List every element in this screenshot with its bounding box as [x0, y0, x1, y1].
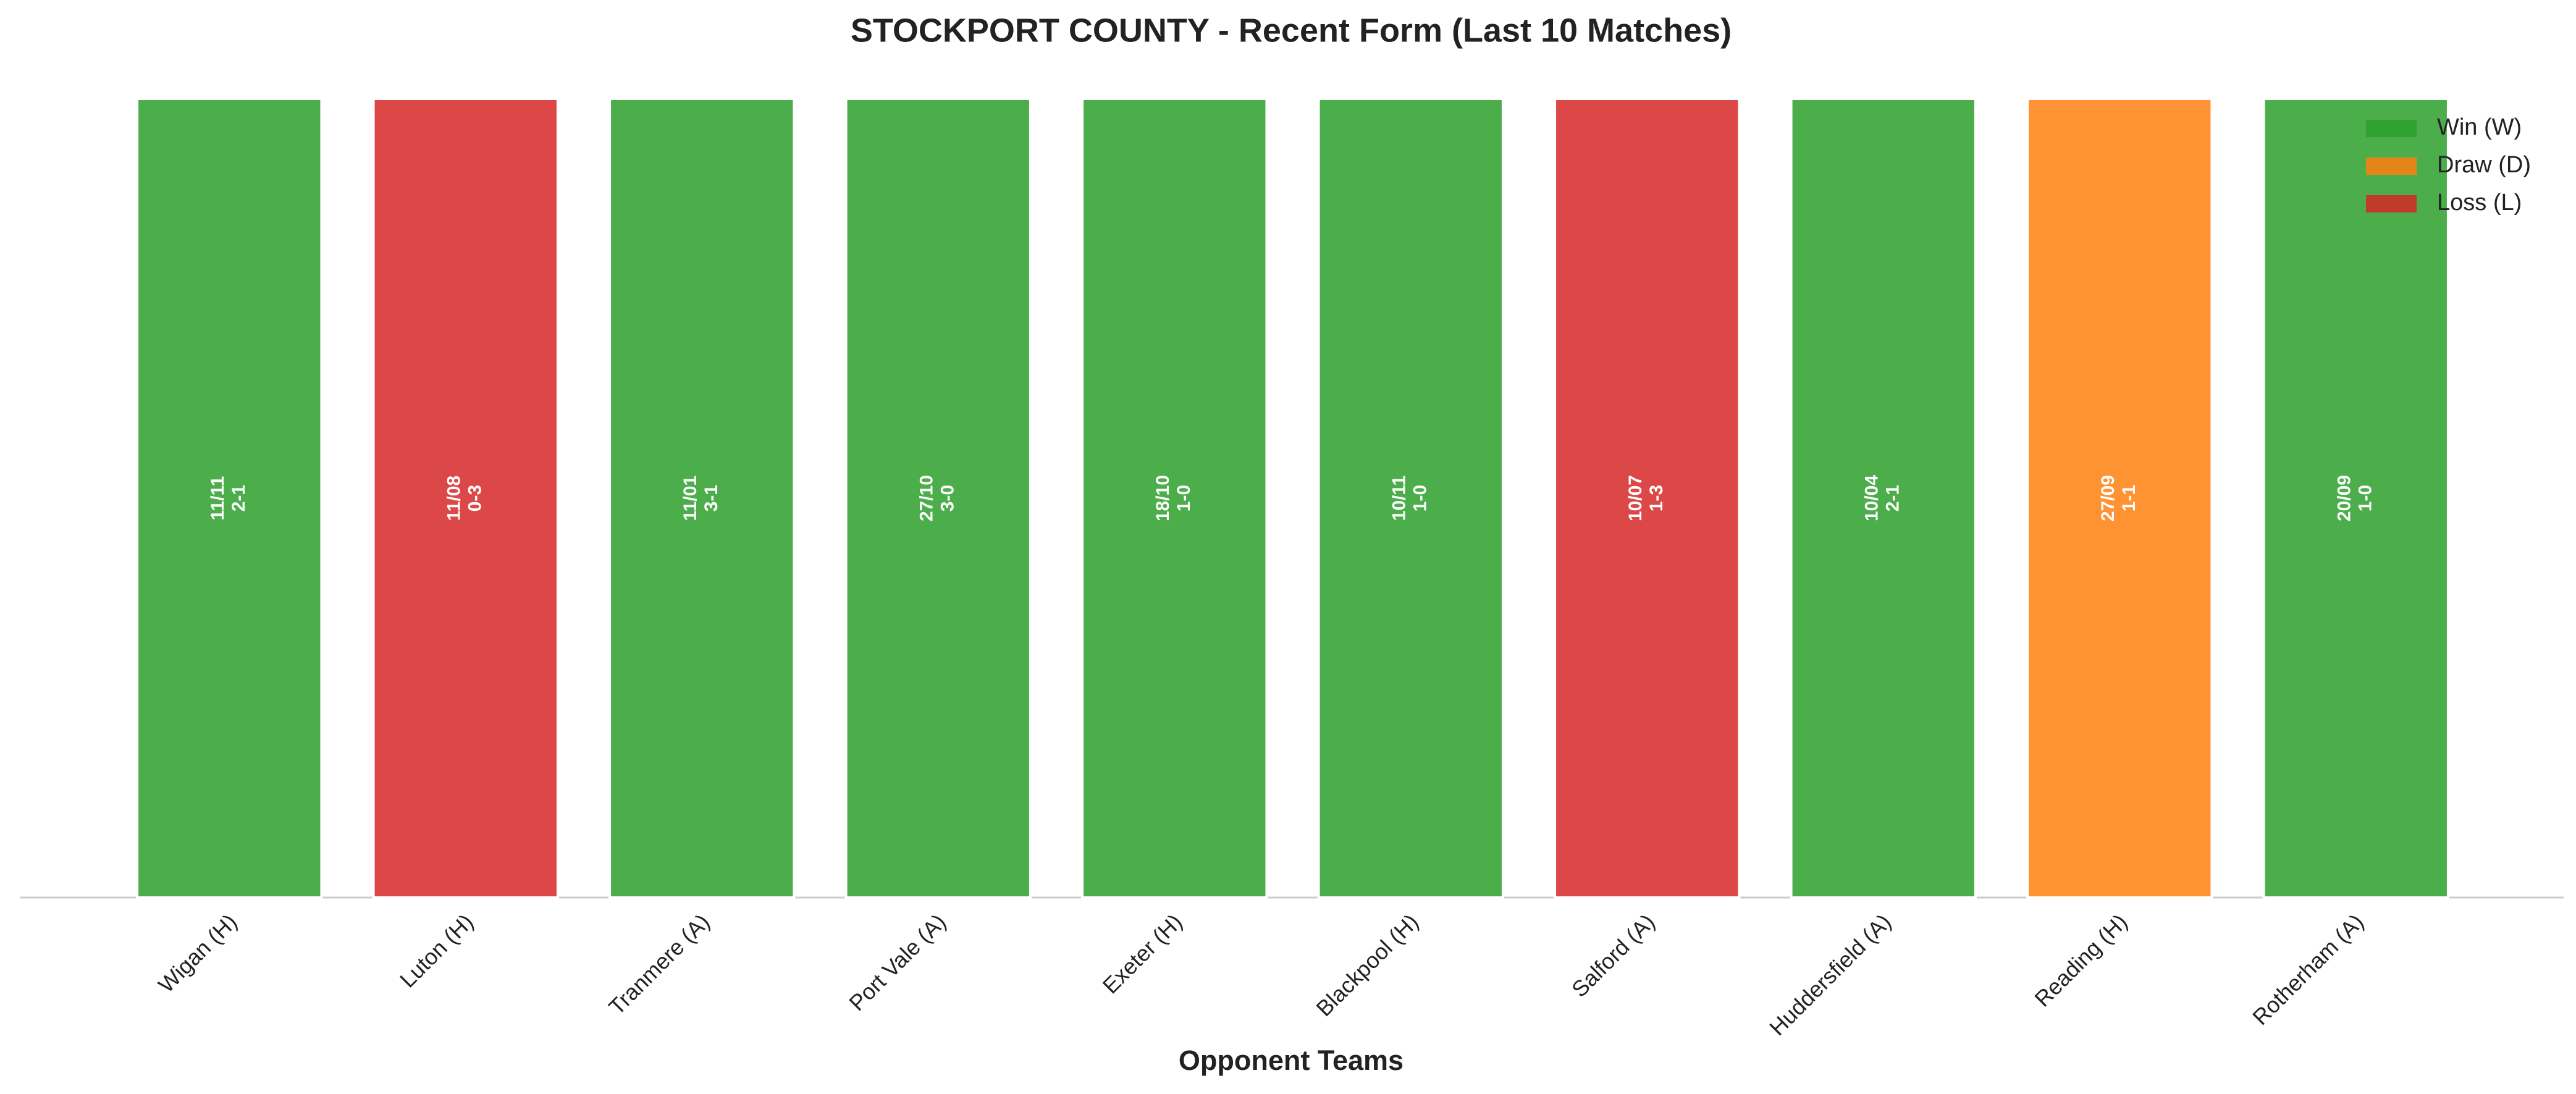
x-tick-label: Exeter (H) [1098, 909, 1187, 998]
value-label: 1-0 [1410, 485, 1431, 511]
value-label: 2-1 [1883, 485, 1903, 511]
x-tick-label: Rotherham (A) [2247, 909, 2368, 1030]
bar [2262, 98, 2449, 899]
legend-label: Draw (D) [2437, 152, 2531, 178]
value-label: 10/04 [1862, 475, 1882, 521]
bar [608, 98, 796, 899]
value-label: 27/09 [2098, 475, 2118, 521]
bar [1081, 98, 1268, 899]
legend-swatch [2366, 158, 2417, 175]
x-tick-label: Port Vale (A) [844, 909, 951, 1016]
value-label: 1-3 [1646, 485, 1667, 511]
value-label: 27/10 [917, 475, 937, 521]
value-label: 2-1 [229, 485, 249, 511]
legend-swatch [2366, 120, 2417, 137]
chart-title: STOCKPORT COUNTY - Recent Form (Last 10 … [851, 12, 1732, 49]
value-label: 3-1 [701, 485, 722, 511]
value-label: 3-0 [938, 485, 958, 511]
value-label: 1-1 [2119, 485, 2139, 511]
bar [844, 98, 1032, 899]
x-tick-label: Luton (H) [395, 909, 478, 992]
bar [1790, 98, 1977, 899]
value-label: 11/11 [208, 476, 228, 521]
value-label: 20/09 [2334, 475, 2355, 521]
x-tick-label: Huddersfield (A) [1764, 909, 1896, 1040]
legend-label: Loss (L) [2437, 190, 2522, 216]
bar [1554, 98, 1741, 899]
value-label: 10/11 [1389, 476, 1410, 521]
value-label: 18/10 [1153, 475, 1173, 521]
x-tick-label: Wigan (H) [153, 909, 242, 998]
value-label: 1-0 [2355, 485, 2376, 511]
legend-label: Win (W) [2437, 114, 2522, 140]
x-tick-label: Tranmere (A) [604, 909, 714, 1019]
x-axis-label: Opponent Teams [1179, 1045, 1404, 1076]
value-label: 11/01 [680, 476, 701, 521]
x-tick-label: Reading (H) [2029, 909, 2132, 1011]
bar [2026, 98, 2213, 899]
bar [136, 98, 323, 899]
x-tick-label: Salford (A) [1567, 909, 1660, 1002]
value-label: 11/08 [444, 476, 465, 521]
value-label: 10/07 [1625, 475, 1646, 521]
bar [372, 98, 559, 899]
value-label: 0-3 [465, 485, 486, 511]
value-label: 1-0 [1174, 485, 1194, 511]
bar [1317, 98, 1504, 899]
x-tick-label: Blackpool (H) [1311, 909, 1423, 1021]
legend-swatch [2366, 195, 2417, 212]
